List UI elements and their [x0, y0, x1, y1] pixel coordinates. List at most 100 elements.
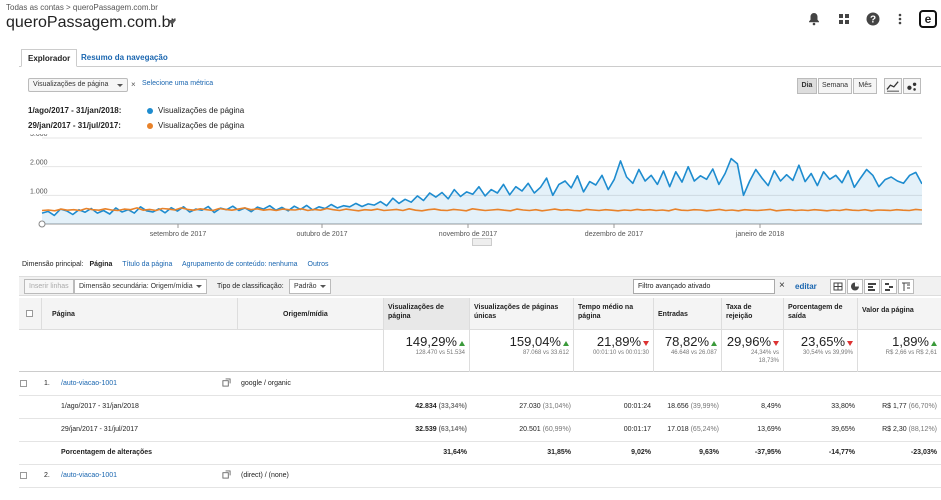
week-button[interactable]: Semana — [818, 78, 852, 94]
row-pageviews: 32.539 (63,14%) — [415, 426, 467, 433]
x-tick-label: outubro de 2017 — [297, 231, 348, 238]
dimension-agrupamento-conteudo[interactable]: Agrupamento de conteúdo: nenhuma — [181, 261, 298, 268]
row-entries: 17.018 (65,24%) — [667, 426, 719, 433]
row-checkbox[interactable] — [20, 472, 27, 479]
header-visualizacoes[interactable]: Visualizações de página — [383, 298, 469, 330]
dimension-pagina[interactable]: Página — [89, 261, 113, 268]
row-bounce: 8,49% — [761, 403, 781, 410]
chevron-down-icon[interactable] — [168, 20, 176, 25]
header-visualizacoes-unicas[interactable]: Visualizações de páginas únicas — [469, 298, 573, 330]
legend-name-current: Visualizações de página — [158, 106, 245, 115]
select-all-checkbox[interactable] — [26, 310, 33, 317]
metric-dropdown[interactable]: Visualizações de página — [28, 78, 128, 92]
summary-valor: 1,89% R$ 2,66 vs R$ 2,61 — [857, 330, 941, 372]
metric-dropdown-label: Visualizações de página — [33, 81, 109, 88]
pivot-view-icon[interactable] — [898, 279, 914, 294]
summary-saida: 23,65% 30,54% vs 39,99% — [783, 330, 857, 372]
legend-range-previous: 29/jan/2017 - 31/jul/2017: — [28, 121, 121, 130]
tab-explorador[interactable]: Explorador — [21, 49, 78, 67]
edit-filter-link[interactable]: editar — [795, 282, 817, 291]
row-checkbox[interactable] — [20, 380, 27, 387]
dimension-titulo-pagina[interactable]: Título da página — [122, 261, 173, 268]
chart-marker[interactable] — [38, 220, 46, 228]
table-row: 2. /auto-viacao-1001 (direct) / (none) — [19, 465, 941, 488]
sort-type-dropdown[interactable]: Padrão — [289, 279, 331, 294]
arrow-up-icon — [931, 341, 937, 347]
more-vert-icon[interactable] — [892, 11, 908, 27]
secondary-dimension-dropdown[interactable]: Dimensão secundária: Origem/mídia — [74, 279, 207, 294]
chevron-down-icon — [195, 284, 202, 288]
clear-filter-button[interactable]: × — [779, 280, 785, 291]
header-porcentagem-saida[interactable]: Porcentagem de saída — [783, 298, 857, 330]
select-metric-link[interactable]: Selecione uma métrica — [142, 80, 214, 87]
pie-view-icon[interactable] — [847, 279, 863, 294]
y-tick-label: 1.000 — [30, 188, 48, 195]
primary-dimension-label: Dimensão principal: — [22, 261, 84, 268]
advanced-filter-field[interactable]: Filtro avançado ativado — [633, 279, 775, 294]
arrow-up-icon — [563, 341, 569, 347]
table-row: 29/jan/2017 - 31/jul/2017 32.539 (63,14%… — [19, 419, 941, 442]
y-tick-label: 3.000 — [30, 134, 48, 138]
sort-type-label: Tipo de classificação: — [217, 283, 284, 290]
header-valor-pagina[interactable]: Valor da página — [857, 298, 941, 330]
bell-icon[interactable] — [806, 11, 822, 27]
chevron-down-icon — [117, 84, 123, 87]
series-line — [41, 157, 922, 217]
external-link-icon[interactable] — [222, 470, 231, 481]
table-view-icon[interactable] — [830, 279, 846, 294]
row-unique: 31,85% — [547, 449, 571, 456]
header-origem-midia[interactable]: Origem/mídia — [237, 298, 383, 330]
x-tick-label: novembro de 2017 — [439, 231, 497, 238]
legend-name-previous: Visualizações de página — [158, 121, 245, 130]
row-pageviews: 42.834 (33,34%) — [415, 403, 467, 410]
tab-resumo-navegacao[interactable]: Resumo da navegação — [81, 53, 168, 62]
comparison-view-icon[interactable] — [881, 279, 897, 294]
row-page-link[interactable]: /auto-viacao-1001 — [61, 380, 118, 387]
x-tick-label: janeiro de 2018 — [735, 231, 784, 238]
row-index: 1. — [44, 380, 50, 387]
chart-resize-handle[interactable] — [472, 238, 492, 246]
summary-visualizacoes: 149,29% 128.470 vs 51.534 — [383, 330, 469, 372]
month-button[interactable]: Mês — [853, 78, 877, 94]
legend-range-current: 1/ago/2017 - 31/jan/2018: — [28, 106, 122, 115]
performance-view-icon[interactable] — [864, 279, 880, 294]
remove-metric-button[interactable]: × — [131, 80, 136, 89]
external-link-icon[interactable] — [222, 378, 231, 389]
header-pagina[interactable]: Página — [41, 298, 237, 330]
motion-chart-icon[interactable] — [903, 78, 921, 94]
account-selector[interactable]: queroPassagem.com.br — [6, 14, 176, 31]
apps-grid-icon[interactable] — [836, 11, 852, 27]
help-icon[interactable]: ? — [865, 11, 881, 27]
row-source: (direct) / (none) — [241, 472, 289, 479]
row-date-range: 1/ago/2017 - 31/jan/2018 — [61, 403, 139, 410]
arrow-down-icon — [643, 341, 649, 347]
x-tick-label: setembro de 2017 — [150, 231, 207, 238]
row-page-link[interactable]: /auto-viacao-1001 — [61, 472, 118, 479]
summary-row: 149,29% 128.470 vs 51.534 159,04% 87.068 v… — [19, 330, 941, 372]
header-taxa-rejeicao[interactable]: Taxa de rejeição — [721, 298, 783, 330]
chevron-down-icon — [319, 284, 326, 288]
y-tick-label: 2.000 — [30, 160, 48, 167]
line-chart-icon[interactable] — [884, 78, 902, 94]
pageviews-line-chart: 3.000 2.000 1.000 setembro de 2017 outubro … — [30, 134, 922, 238]
primary-dimension-bar: Dimensão principal: Página Título da pág… — [22, 261, 337, 268]
day-button[interactable]: Dia — [797, 78, 817, 94]
row-time: 00:01:24 — [623, 403, 651, 410]
summary-unicas: 159,04% 87.068 vs 33.612 — [469, 330, 573, 372]
legend-dot-current — [147, 108, 153, 114]
row-value: R$ 1,77 (66,70%) — [882, 403, 937, 410]
insert-rows-button[interactable]: Inserir linhas — [24, 279, 74, 294]
table-row: 1. /auto-viacao-1001 google / organic — [19, 373, 941, 396]
row-index: 2. — [44, 472, 50, 479]
header-entradas[interactable]: Entradas — [653, 298, 721, 330]
dimension-outros[interactable]: Outros — [307, 261, 329, 268]
extension-logo-icon[interactable]: e — [919, 10, 937, 28]
header-tempo-medio[interactable]: Tempo médio na página — [573, 298, 653, 330]
breadcrumb[interactable]: Todas as contas > queroPassagem.com.br — [6, 3, 158, 12]
table-toolbar: Inserir linhas Dimensão secundária: Orig… — [19, 276, 941, 296]
table-row: 1/ago/2017 - 31/jan/2018 42.834 (33,34%)… — [19, 396, 941, 419]
row-exit: 39,65% — [831, 426, 855, 433]
arrow-up-icon — [459, 341, 465, 347]
row-time: 9,02% — [631, 449, 651, 456]
summary-entradas: 78,82% 46.648 vs 26.087 — [653, 330, 721, 372]
